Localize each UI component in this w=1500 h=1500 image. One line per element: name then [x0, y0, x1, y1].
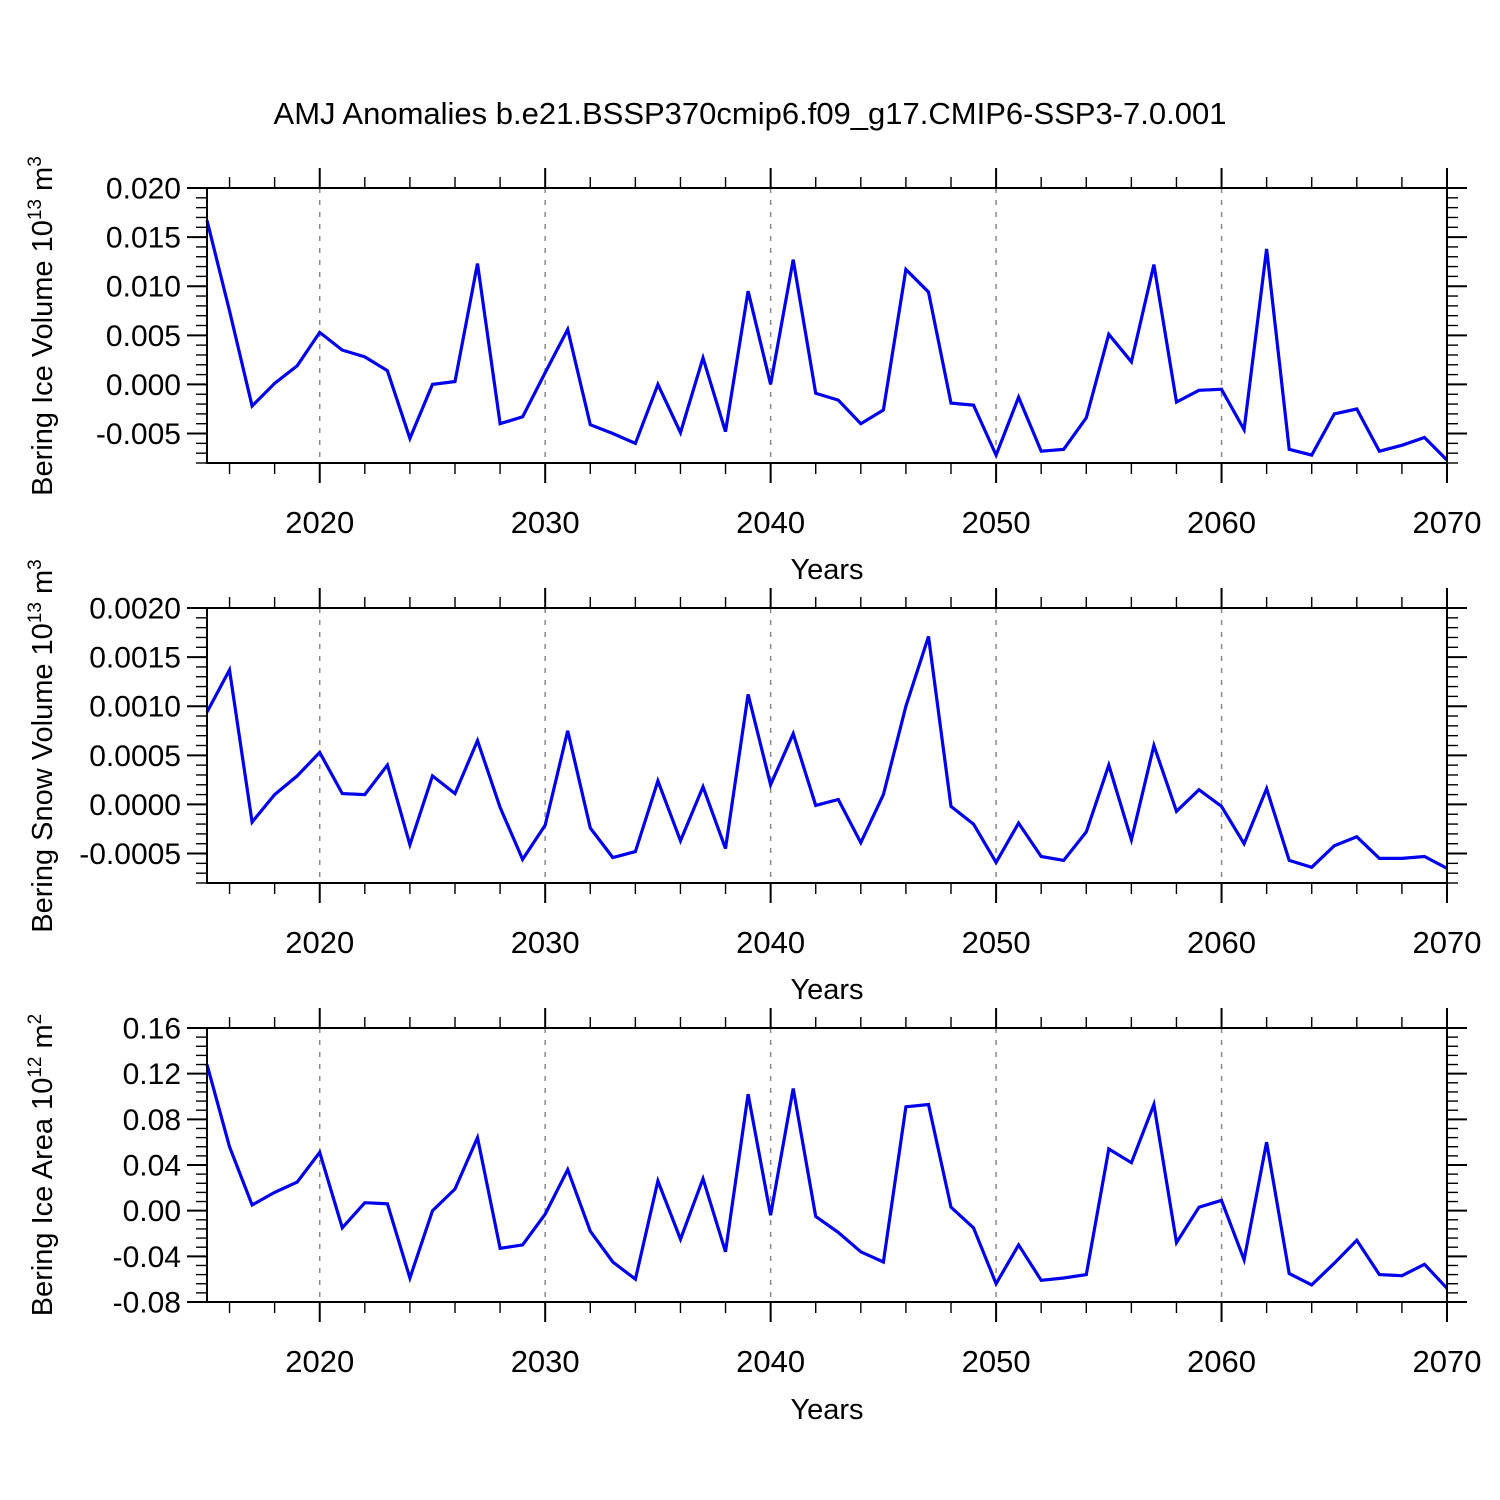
- x-axis-title-panel2: Years: [790, 974, 864, 1006]
- y-tick-label: -0.005: [96, 418, 181, 451]
- x-tick-label: 2030: [511, 505, 580, 540]
- y-tick-label: 0.0005: [89, 740, 181, 773]
- series-line: [205, 1064, 1449, 1290]
- y-tick-label: -0.04: [113, 1241, 181, 1274]
- y-tick-label: 0.16: [123, 1013, 181, 1046]
- y-tick-label: 0.005: [106, 320, 181, 353]
- y-tick-label: -0.0005: [79, 838, 181, 871]
- x-tick-label: 2060: [1187, 1344, 1256, 1379]
- y-tick-label: 0.020: [106, 173, 181, 206]
- panel-bering-ice-volume: 0.020 0.015 0.010 0.005 0.000 -0.005 2020 2030 2…: [96, 168, 1482, 540]
- x-tick-label: 2070: [1413, 925, 1482, 960]
- x-tick-label: 2040: [736, 505, 805, 540]
- plot-frame: [206, 607, 1448, 884]
- x-tick-label: 2050: [962, 505, 1031, 540]
- y-tick-label: 0.0020: [89, 593, 181, 626]
- x-tick-label: 2070: [1413, 505, 1482, 540]
- y-tick-label: 0.010: [106, 271, 181, 304]
- y-tick-label: 0.00: [123, 1195, 181, 1228]
- y-tick-label: -0.08: [113, 1287, 181, 1320]
- x-axis-title-panel3: Years: [790, 1394, 864, 1426]
- y-tick-label: 0.015: [106, 222, 181, 255]
- x-axis-title-panel1: Years: [790, 554, 864, 586]
- panel-bering-ice-area: 0.16 0.12 0.08 0.04 0.00 -0.04 -0.08 2020 2030 20…: [113, 1008, 1482, 1379]
- x-tick-label: 2060: [1187, 505, 1256, 540]
- y-tick-label: 0.0015: [89, 642, 181, 675]
- x-tick-label: 2020: [285, 505, 354, 540]
- series-line: [205, 636, 1448, 870]
- x-tick-label: 2060: [1187, 925, 1256, 960]
- plot-frame: [206, 187, 1448, 464]
- y-tick-label: 0.12: [123, 1058, 181, 1091]
- x-tick-label: 2050: [962, 925, 1031, 960]
- x-tick-label: 2050: [962, 1344, 1031, 1379]
- x-tick-label: 2070: [1413, 1344, 1482, 1379]
- x-tick-label: 2040: [736, 1344, 805, 1379]
- x-tick-label: 2030: [511, 1344, 580, 1379]
- y-tick-label: 0.000: [106, 369, 181, 402]
- x-tick-label: 2020: [285, 925, 354, 960]
- y-tick-label: 0.08: [123, 1104, 181, 1137]
- y-tick-label: 0.04: [123, 1150, 181, 1183]
- panel-bering-snow-volume: 0.0020 0.0015 0.0010 0.0005 0.0000 -0.0005 202…: [79, 588, 1481, 960]
- y-tick-label: 0.0000: [89, 789, 181, 822]
- chart-title: AMJ Anomalies b.e21.BSSP370cmip6.f09_g17…: [273, 96, 1227, 131]
- series-line: [205, 220, 1449, 462]
- x-tick-label: 2030: [511, 925, 580, 960]
- y-tick-label: 0.0010: [89, 691, 181, 724]
- x-tick-label: 2040: [736, 925, 805, 960]
- x-tick-label: 2020: [285, 1344, 354, 1379]
